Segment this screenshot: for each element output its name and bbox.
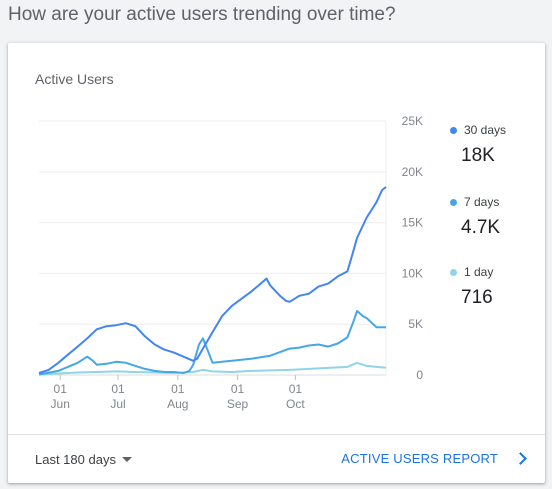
legend-label: 1 day bbox=[450, 265, 493, 279]
x-tick-month-label: Sep bbox=[227, 397, 249, 411]
report-link-label: ACTIVE USERS REPORT bbox=[341, 451, 498, 466]
x-tick-day-label: 01 bbox=[231, 382, 245, 396]
x-tick-month-label: Jul bbox=[110, 397, 125, 411]
legend-label: 30 days bbox=[450, 123, 506, 137]
legend-name-text: 1 day bbox=[464, 265, 494, 279]
y-tick-label: 15K bbox=[402, 216, 423, 230]
legend-label: 7 days bbox=[450, 195, 500, 209]
card-title: Active Users bbox=[35, 71, 114, 87]
x-tick-month-label: Oct bbox=[286, 397, 305, 411]
y-tick-label: 10K bbox=[402, 266, 423, 280]
legend-dot-icon bbox=[450, 126, 457, 134]
legend-dot-icon bbox=[450, 198, 457, 206]
legend-name-text: 30 days bbox=[464, 123, 507, 137]
chart-series bbox=[38, 186, 387, 376]
page-question: How are your active users trending over … bbox=[8, 4, 396, 25]
legend-value: 716 bbox=[461, 287, 493, 308]
legend-value: 4.7K bbox=[461, 217, 501, 238]
x-tick-month-label: Jun bbox=[51, 397, 70, 411]
legend-item: 7 days 4.7K bbox=[450, 195, 500, 239]
legend-item: 30 days 18K bbox=[450, 123, 506, 167]
active-users-report-link[interactable]: ACTIVE USERS REPORT bbox=[341, 451, 527, 466]
x-tick-day-label: 01 bbox=[111, 382, 125, 396]
y-tick-label: 0 bbox=[416, 368, 423, 382]
date-range-dropdown[interactable]: Last 180 days bbox=[35, 452, 132, 467]
caret-down-icon bbox=[121, 457, 132, 462]
active-users-card: Active Users 0 5K 10K 15K 20K 25K 01 Jun 01 Jul 0… bbox=[8, 43, 545, 483]
series-line-30-days bbox=[38, 186, 387, 374]
date-range-label: Last 180 days bbox=[35, 452, 116, 467]
x-tick-day-label: 01 bbox=[54, 382, 68, 396]
legend-dot-icon bbox=[450, 268, 457, 276]
card-footer: Last 180 days ACTIVE USERS REPORT bbox=[8, 434, 545, 484]
y-axis: 0 5K 10K 15K 20K 25K bbox=[402, 114, 424, 382]
y-tick-label: 5K bbox=[408, 317, 423, 331]
series-line-1-day bbox=[38, 361, 387, 376]
y-tick-label: 20K bbox=[402, 165, 423, 179]
x-tick-day-label: 01 bbox=[289, 382, 303, 396]
legend-value: 18K bbox=[461, 145, 495, 166]
series-line-7-days bbox=[38, 310, 386, 376]
y-tick-label: 25K bbox=[402, 114, 423, 128]
legend-item: 1 day 716 bbox=[450, 265, 493, 309]
legend-name-text: 7 days bbox=[464, 195, 500, 209]
x-tick-day-label: 01 bbox=[171, 382, 185, 396]
chart-grid bbox=[39, 120, 387, 376]
chevron-right-icon bbox=[514, 452, 527, 465]
x-tick-month-label: Aug bbox=[167, 397, 188, 411]
